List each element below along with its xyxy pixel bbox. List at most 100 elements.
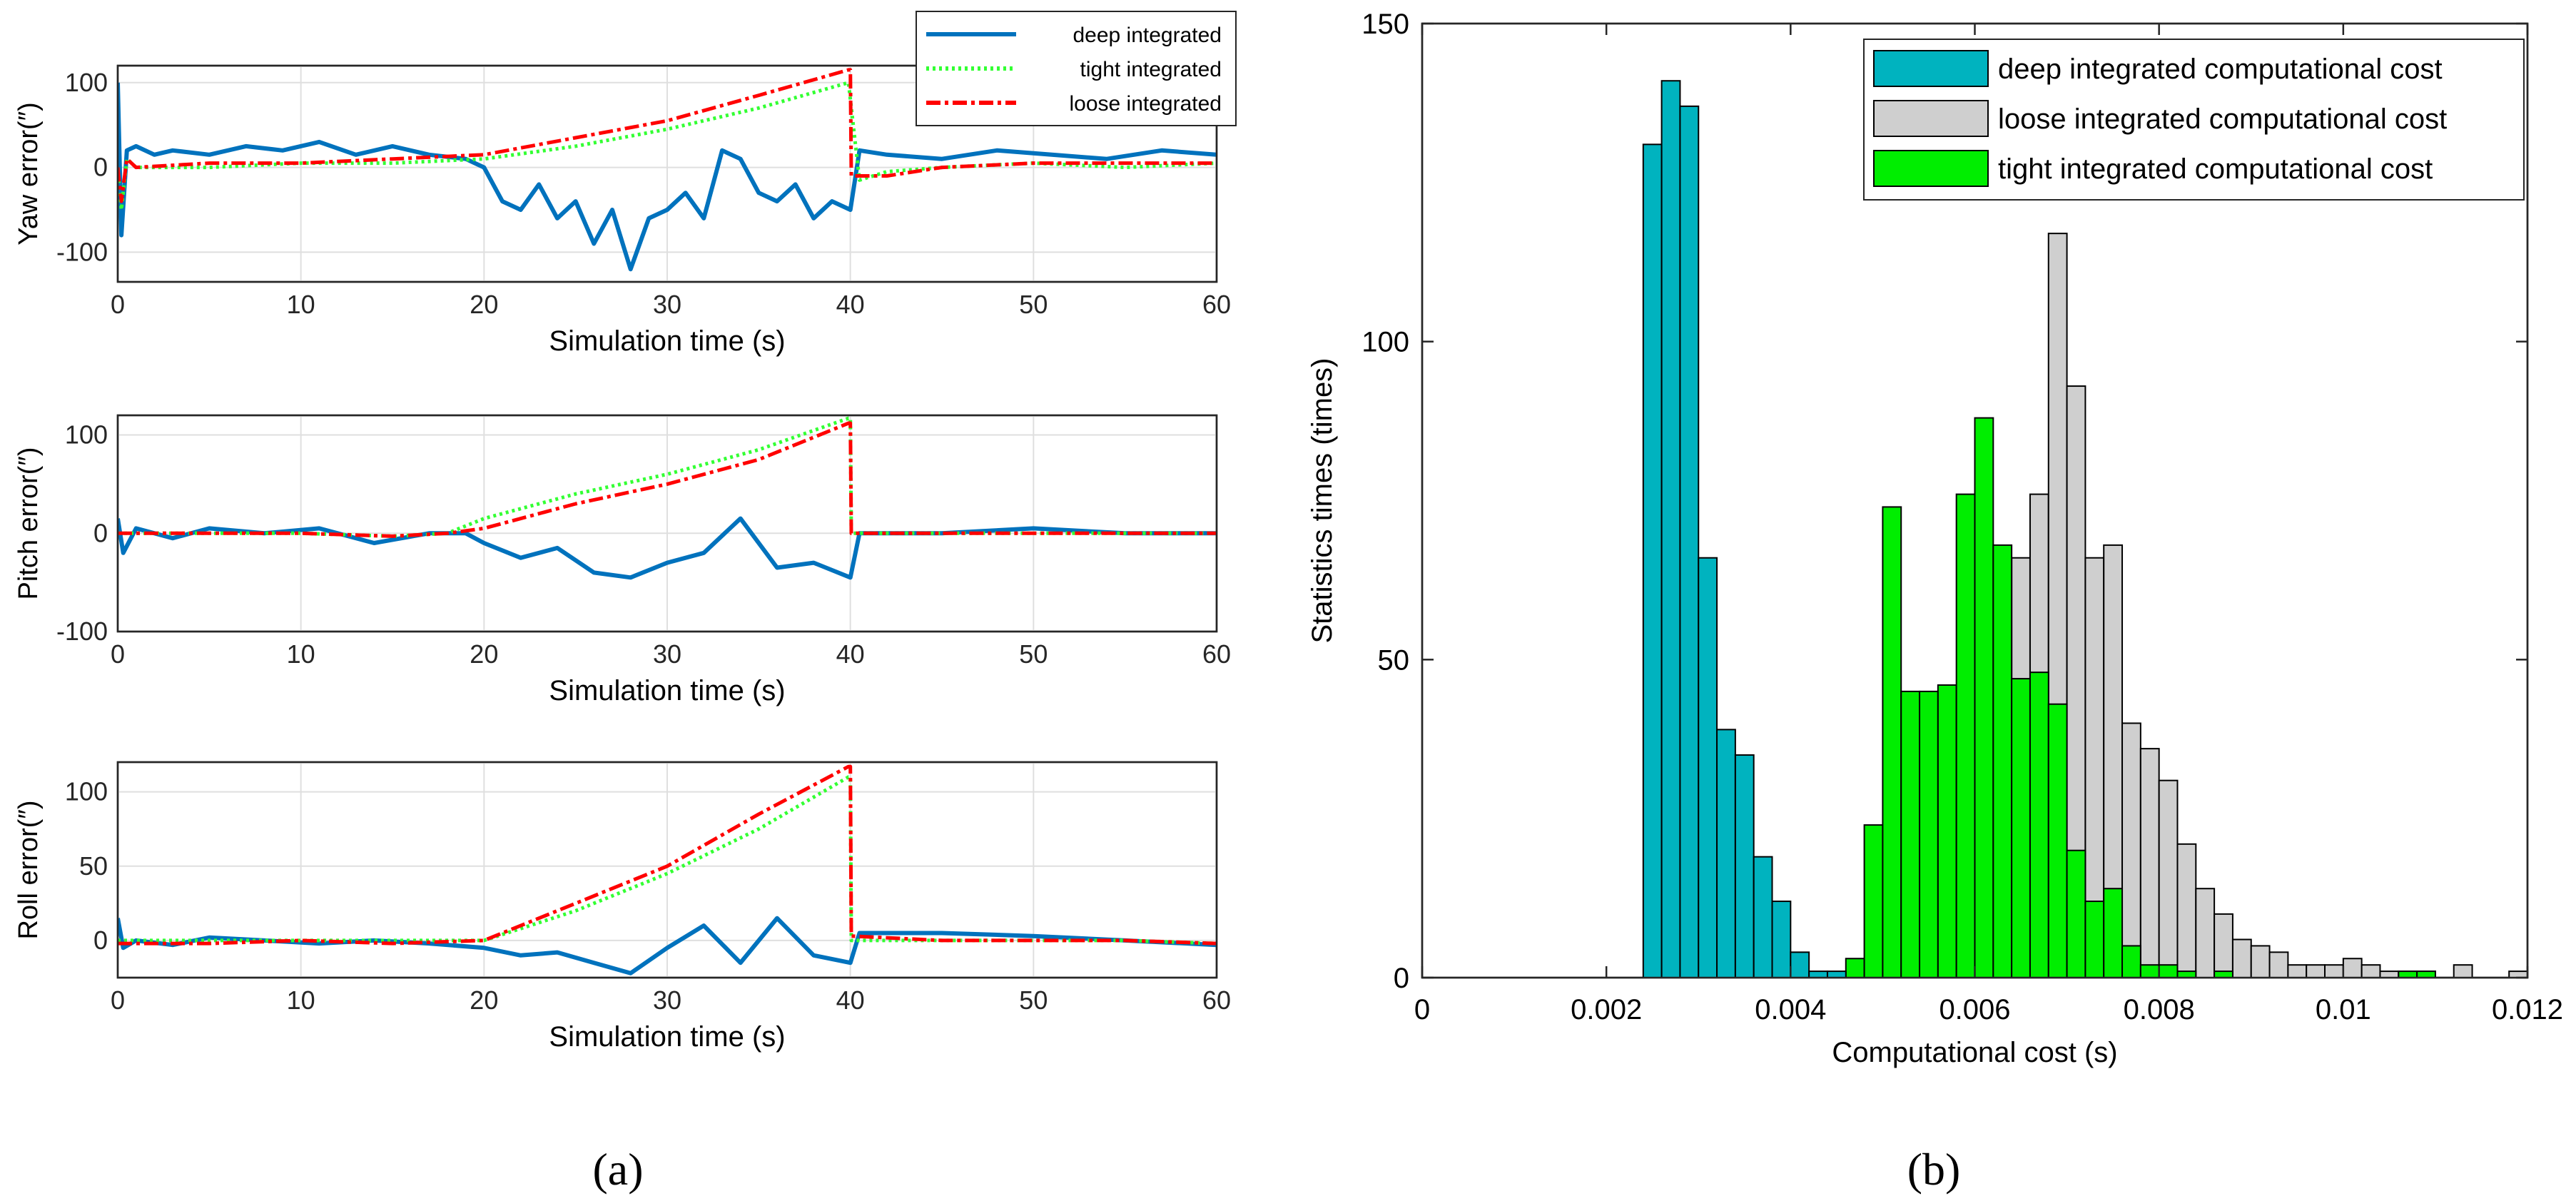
histogram-bar (2176, 843, 2197, 978)
y-tick-label: 0 (1394, 963, 1409, 994)
x-tick-label: 40 (836, 639, 865, 669)
panel-label-b: (b) (1907, 1144, 1961, 1195)
histogram-bar (1734, 754, 1755, 978)
x-tick-label: 10 (287, 290, 315, 319)
histogram-bar (2121, 722, 2141, 978)
histogram-bar (1955, 493, 1976, 978)
y-axis-label: Pitch error(″) (14, 447, 44, 599)
x-tick-label: 50 (1019, 290, 1048, 319)
histogram-bar (1826, 971, 1847, 979)
histogram-bar (1882, 506, 1902, 978)
histogram-bar (2139, 964, 2160, 979)
histogram-bar (1642, 143, 1663, 978)
histogram-bar (2158, 964, 2179, 979)
x-tick-label: 10 (287, 985, 315, 1015)
legend-entry: tight integrated computational cost (1998, 153, 2433, 185)
histogram-bar (2379, 971, 2400, 979)
series-line-deep (118, 82, 1217, 272)
y-tick-label: 100 (1361, 327, 1409, 358)
legend-swatch (1873, 150, 1989, 187)
axes-box (1421, 22, 2529, 979)
histogram-bar (2453, 964, 2473, 979)
series-line-deep (118, 916, 1217, 976)
legend-entry: loose integrated computational cost (1998, 103, 2447, 135)
histogram-bar (1900, 690, 1921, 979)
y-tick-label: -100 (56, 237, 108, 266)
histogram-bar (2066, 849, 2086, 978)
y-tick-label: -100 (56, 617, 108, 646)
x-tick-label: 30 (653, 290, 681, 319)
y-tick-label: 50 (79, 851, 108, 881)
axes-box (116, 761, 1218, 979)
histogram-bar (1974, 417, 1994, 978)
panel-label-a: (a) (592, 1144, 643, 1195)
histogram-bar (1698, 557, 1718, 978)
histogram-bar (2250, 945, 2271, 979)
legend-entry: tight integrated (1080, 58, 1222, 81)
histogram-bar (2361, 964, 2381, 979)
x-tick-label: 40 (836, 290, 865, 319)
x-axis-label: Simulation time (s) (549, 1021, 785, 1053)
y-tick-label: 100 (65, 68, 108, 97)
histogram-bar (2176, 971, 2197, 979)
x-tick-label: 60 (1202, 985, 1231, 1015)
histogram-bar (2195, 888, 2216, 979)
histogram-bar (2139, 748, 2160, 978)
histogram-bar (1845, 958, 1865, 979)
histogram-bar (2268, 951, 2289, 979)
x-tick-label: 0 (111, 290, 125, 319)
y-axis-label: Roll error(″) (14, 800, 44, 939)
histogram-series-deep (1642, 80, 1847, 979)
x-axis-label: Simulation time (s) (549, 325, 785, 357)
x-tick-label: 20 (470, 639, 498, 669)
histogram-bar (1679, 105, 1700, 979)
legend: deep integrated tight integrated loose int… (916, 11, 1237, 126)
x-tick-label: 10 (287, 639, 315, 669)
series-line-tight (118, 416, 1217, 538)
legend-entry: deep integrated (1073, 24, 1222, 47)
histogram-bar (2416, 971, 2436, 979)
x-tick-label: 60 (1202, 639, 1231, 669)
x-tick-label: 20 (470, 290, 498, 319)
histogram-bar (2398, 971, 2418, 979)
x-tick-label: 0.008 (2124, 994, 2195, 1025)
legend-box (916, 11, 1237, 126)
y-axis-label: Statistics times (times) (1307, 358, 1338, 643)
histogram-series-tight (1845, 417, 2436, 979)
histogram-bar (2084, 901, 2105, 979)
axes-box (116, 414, 1218, 633)
histogram-bar (1919, 690, 1939, 979)
y-tick-label: 0 (93, 518, 108, 547)
x-tick-label: 0.006 (1939, 994, 2010, 1025)
legend-entry: loose integrated (1070, 92, 1222, 116)
series-line-deep (118, 516, 1217, 580)
histogram-bar (2231, 938, 2252, 979)
legend-entry: deep integrated computational cost (1998, 54, 2443, 85)
x-axis-label: Computational cost (s) (1832, 1037, 2117, 1068)
x-tick-label: 0.012 (2492, 994, 2563, 1025)
computational-cost-histogram: 0 0.002 0.004 0.006 0.008 0.01 0.012 0 50 100 150 C… (1307, 9, 2563, 1068)
histogram-bar (2306, 964, 2326, 979)
axes-box (116, 64, 1218, 283)
histogram-bar (2287, 964, 2308, 979)
x-tick-label: 0 (111, 985, 125, 1015)
legend-swatch (1873, 100, 1989, 137)
roll-error-plot: 0 10 20 30 40 50 60 0 50 100 Simulation time (s) Ro… (14, 761, 1231, 1053)
series-line-loose (118, 68, 1217, 203)
series-line-loose (118, 764, 1217, 946)
histogram-bar (2029, 672, 2049, 978)
x-tick-label: 0 (111, 639, 125, 669)
x-tick-label: 50 (1019, 639, 1048, 669)
x-tick-label: 0 (1414, 994, 1430, 1025)
histogram-bar (1753, 856, 1773, 978)
histogram-bar (2324, 964, 2344, 979)
histogram-bar (2047, 703, 2068, 979)
legend-swatch (1873, 50, 1989, 87)
x-tick-label: 30 (653, 985, 681, 1015)
histogram-bar (1992, 544, 2013, 978)
histogram-bar (2011, 678, 2031, 978)
y-tick-label: 100 (65, 777, 108, 806)
y-tick-label: 150 (1361, 9, 1409, 40)
